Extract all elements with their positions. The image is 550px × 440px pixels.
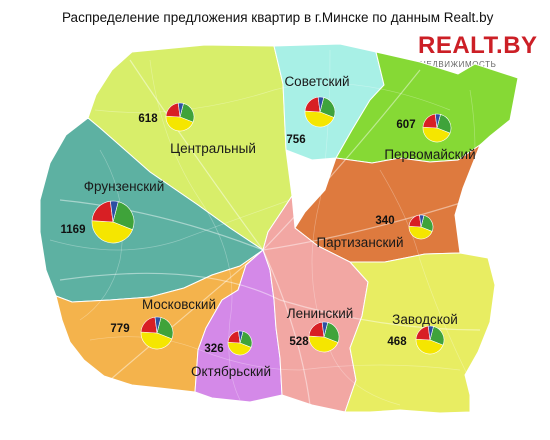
- map-title: Распределение предложения квартир в г.Ми…: [62, 10, 494, 25]
- pie-slice-yellow: [422, 126, 451, 143]
- district-label-centralny: Центральный: [170, 141, 256, 156]
- pie-slice-blue: [427, 325, 434, 341]
- pie-slice-blue: [317, 96, 325, 113]
- pie-zavodskoy: [415, 325, 445, 355]
- district-label-frunzensky: Фрунзенский: [84, 179, 165, 194]
- pie-slice-yellow: [304, 110, 335, 128]
- district-label-moskovsky: Московский: [142, 297, 216, 312]
- pie-slice-blue: [177, 102, 184, 118]
- pie-leninsky: [308, 321, 340, 353]
- logo-wordmark: REALT.BY: [418, 32, 538, 59]
- pie-slice-yellow: [415, 338, 444, 355]
- count-frunzensky: 1169: [61, 224, 86, 236]
- district-label-sovetsky: Советский: [284, 74, 349, 89]
- count-zavodskoy: 468: [387, 336, 407, 348]
- pie-slice-yellow: [91, 220, 133, 244]
- pie-frunzensky: [91, 200, 135, 244]
- pie-slice-yellow: [308, 335, 339, 353]
- realt-logo: REALT.BY НЕДВИЖИМОСТЬ: [418, 33, 537, 73]
- district-label-partizansky: Партизанский: [316, 235, 403, 250]
- count-partizansky: 340: [375, 215, 394, 227]
- pie-slice-blue: [434, 113, 441, 129]
- count-pervomaisky: 607: [396, 119, 415, 131]
- pie-slice-blue: [110, 200, 119, 223]
- pie-sovetsky: [304, 96, 336, 128]
- district-label-oktyabrsky: Октябрьский: [191, 364, 271, 379]
- pie-moskovsky: [140, 316, 174, 350]
- count-leninsky: 528: [289, 336, 309, 348]
- pie-centralny: [165, 102, 195, 132]
- pie-slice-yellow: [408, 225, 433, 240]
- pie-slice-yellow: [227, 341, 252, 356]
- pie-slice-blue: [321, 321, 329, 338]
- district-label-leninsky: Ленинский: [287, 306, 354, 321]
- pie-slice-yellow: [165, 115, 194, 132]
- pie-partizansky: [408, 214, 434, 240]
- district-label-pervomaisky: Первомайский: [384, 147, 475, 162]
- count-oktyabrsky: 326: [204, 343, 223, 355]
- pie-slice-blue: [154, 316, 162, 334]
- logo-tagline: НЕДВИЖИМОСТЬ: [420, 60, 497, 69]
- district-label-zavodskoy: Заводской: [392, 312, 458, 327]
- count-sovetsky: 756: [286, 134, 305, 146]
- count-moskovsky: 779: [110, 323, 129, 335]
- pie-slice-green: [112, 201, 135, 231]
- pie-oktyabrsky: [227, 330, 253, 356]
- count-centralny: 618: [138, 113, 158, 125]
- pie-pervomaisky: [422, 113, 452, 143]
- pie-slice-yellow: [140, 331, 173, 350]
- pie-slice-green: [156, 317, 174, 340]
- pie-slice-blue: [419, 214, 425, 228]
- pie-slice-blue: [238, 330, 244, 344]
